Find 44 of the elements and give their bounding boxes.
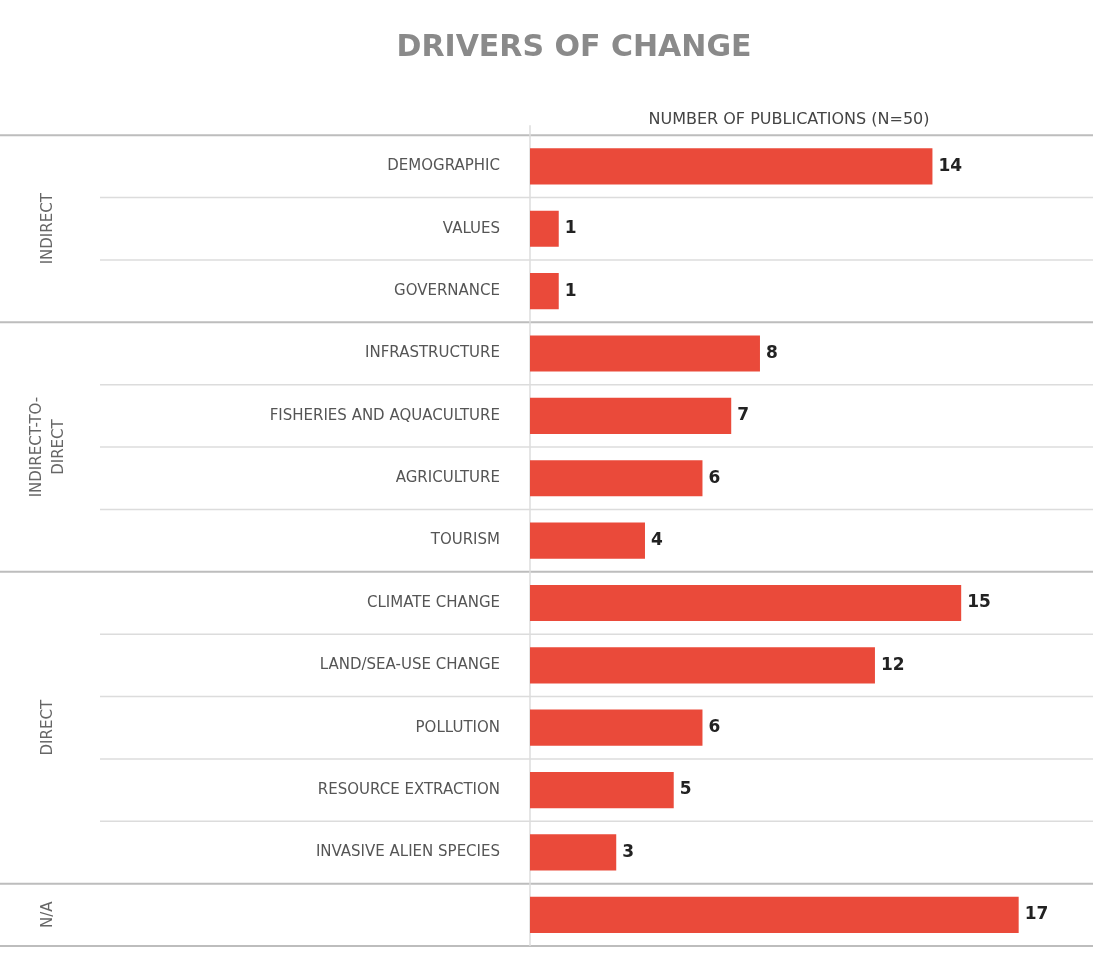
bar	[530, 273, 559, 310]
bar	[530, 460, 703, 497]
bar	[530, 148, 933, 185]
data-label: 3	[622, 840, 635, 861]
y-tick-label: INFRASTRUCTURE	[365, 343, 500, 362]
bar	[530, 522, 645, 559]
data-label: 6	[708, 466, 721, 487]
bar	[530, 771, 674, 809]
y-tick-label: VALUES	[442, 218, 500, 237]
bar	[530, 647, 875, 684]
bar	[530, 335, 760, 372]
data-label: 14	[938, 154, 963, 175]
y-tick-label: DEMOGRAPHIC	[387, 156, 500, 175]
y-tick-label: AGRICULTURE	[395, 468, 500, 487]
text: INDIRECT-TO-DIRECT	[26, 396, 67, 498]
bar	[530, 896, 1019, 933]
y-tick-label: FISHERIES AND AQUACULTURE	[269, 405, 500, 424]
bar	[530, 834, 617, 871]
data-label: 7	[737, 404, 750, 425]
y-tick-label: GOVERNANCE	[394, 281, 500, 300]
x-axis-title: NUMBER OF PUBLICATIONS (N=50)	[648, 108, 930, 128]
data-label: 4	[650, 529, 663, 550]
bar	[530, 584, 962, 622]
bar	[530, 397, 732, 434]
y-tick-label: RESOURCE EXTRACTION	[317, 779, 500, 798]
data-label: 17	[1024, 903, 1049, 924]
data-label: 5	[679, 778, 692, 799]
data-label: 12	[880, 653, 905, 674]
data-label: 1	[564, 217, 577, 238]
text: DIRECT	[37, 699, 56, 756]
data-label: 15	[967, 591, 991, 612]
y-tick-label: TOURISM	[429, 530, 500, 549]
data-label: 8	[765, 341, 778, 362]
y-tick-label: POLLUTION	[415, 717, 500, 736]
bar	[530, 709, 703, 746]
y-tick-label: LAND/SEA-USE CHANGE	[319, 655, 500, 674]
bar	[530, 210, 559, 247]
data-label: 6	[708, 716, 721, 737]
chart-title: DRIVERS OF CHANGE	[396, 27, 752, 63]
y-tick-label: CLIMATE CHANGE	[366, 592, 500, 611]
text: INDIRECT	[37, 192, 56, 265]
y-tick-label: INVASIVE ALIEN SPECIES	[315, 842, 500, 861]
data-label: 1	[564, 279, 577, 300]
text: N/A	[37, 900, 56, 929]
